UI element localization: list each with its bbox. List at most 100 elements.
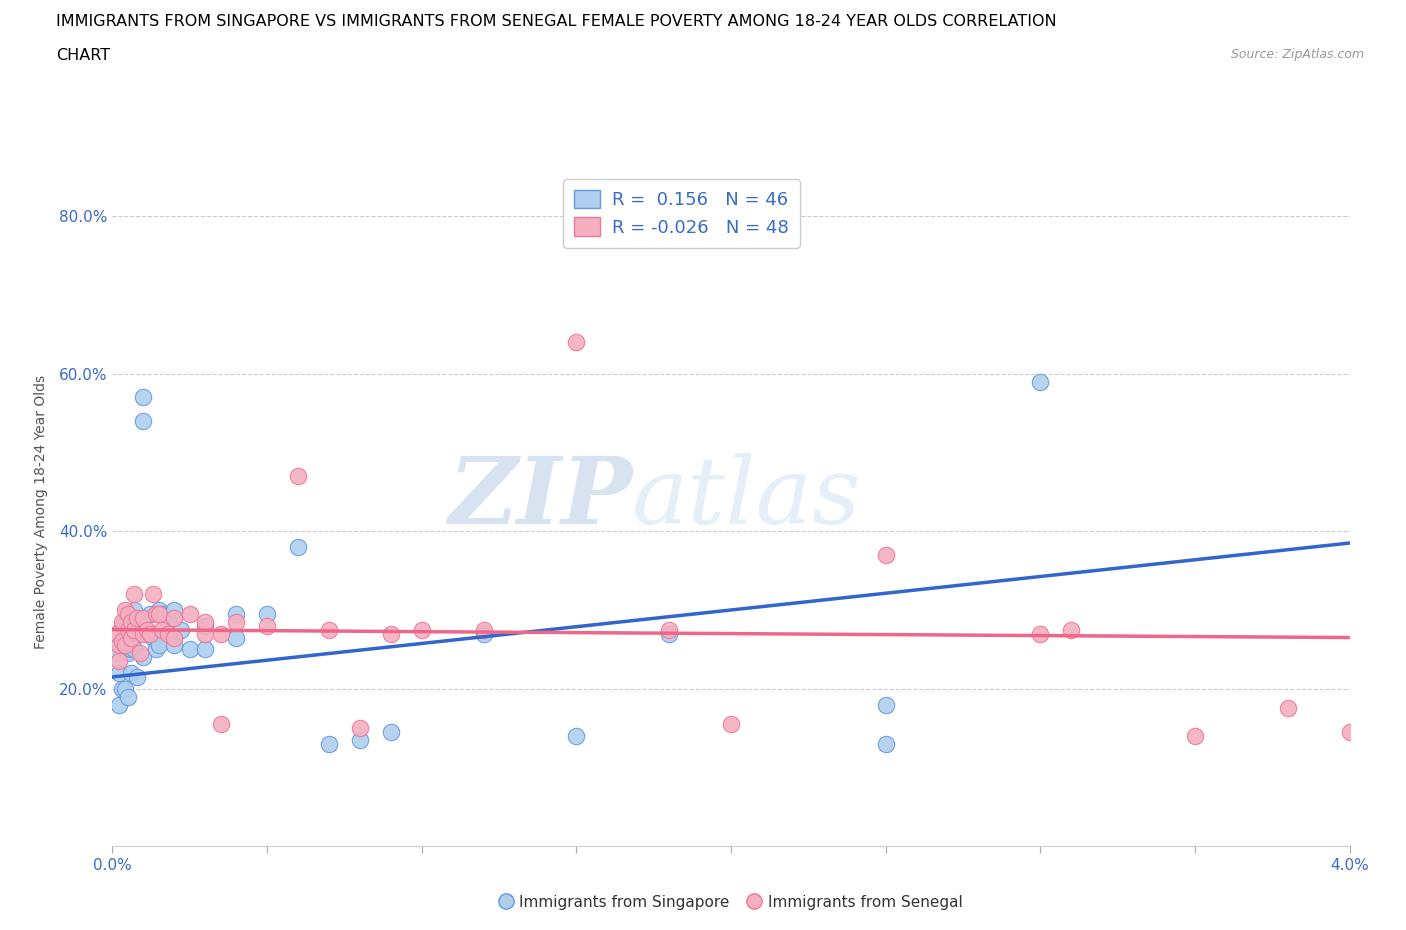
Point — [194, 642, 217, 657]
Point — [107, 698, 129, 712]
Point — [111, 634, 134, 649]
Point — [148, 638, 170, 653]
Point — [179, 606, 201, 621]
Point — [194, 618, 217, 633]
Point — [472, 622, 495, 637]
Point — [209, 717, 232, 732]
Text: Source: ZipAtlas.com: Source: ZipAtlas.com — [1230, 48, 1364, 61]
Point — [287, 469, 309, 484]
Point — [1339, 724, 1361, 739]
Text: CHART: CHART — [56, 48, 110, 63]
Point — [132, 390, 155, 405]
Text: atlas: atlas — [633, 453, 862, 543]
Point — [875, 737, 897, 751]
Point — [565, 335, 588, 350]
Point — [117, 606, 139, 621]
Point — [145, 642, 167, 657]
Point — [157, 626, 180, 641]
Point — [163, 603, 186, 618]
Point — [225, 631, 247, 645]
Point — [318, 622, 340, 637]
Point — [142, 587, 165, 602]
Point — [114, 603, 136, 618]
Point — [1060, 622, 1083, 637]
Point — [120, 631, 142, 645]
Point — [169, 622, 191, 637]
Point — [120, 642, 142, 657]
Point — [104, 626, 127, 641]
Point — [194, 615, 217, 630]
Point — [111, 615, 134, 630]
Legend: Immigrants from Singapore, Immigrants from Senegal: Immigrants from Singapore, Immigrants fr… — [494, 888, 969, 916]
Point — [150, 606, 173, 621]
Point — [104, 645, 127, 660]
Point — [194, 626, 217, 641]
Text: IMMIGRANTS FROM SINGAPORE VS IMMIGRANTS FROM SENEGAL FEMALE POVERTY AMONG 18-24 : IMMIGRANTS FROM SINGAPORE VS IMMIGRANTS … — [56, 14, 1057, 29]
Point — [120, 615, 142, 630]
Point — [875, 698, 897, 712]
Point — [472, 626, 495, 641]
Point — [163, 610, 186, 625]
Point — [163, 638, 186, 653]
Point — [117, 622, 139, 637]
Point — [142, 631, 165, 645]
Point — [148, 603, 170, 618]
Point — [1277, 701, 1299, 716]
Point — [225, 615, 247, 630]
Point — [114, 638, 136, 653]
Point — [145, 606, 167, 621]
Point — [349, 721, 371, 736]
Point — [111, 618, 134, 633]
Point — [287, 539, 309, 554]
Point — [349, 733, 371, 748]
Point — [179, 642, 201, 657]
Point — [256, 606, 278, 621]
Point — [209, 626, 232, 641]
Point — [132, 626, 155, 641]
Point — [132, 650, 155, 665]
Text: ZIP: ZIP — [449, 453, 633, 543]
Point — [107, 654, 129, 669]
Point — [411, 622, 433, 637]
Point — [148, 606, 170, 621]
Point — [111, 682, 134, 697]
Point — [658, 626, 681, 641]
Point — [127, 670, 149, 684]
Point — [380, 724, 402, 739]
Point — [1184, 728, 1206, 743]
Point — [127, 615, 149, 630]
Point — [138, 606, 160, 621]
Point — [132, 414, 155, 429]
Point — [658, 622, 681, 637]
Point — [127, 610, 149, 625]
Point — [565, 728, 588, 743]
Point — [122, 622, 145, 637]
Point — [107, 638, 129, 653]
Point — [120, 666, 142, 681]
Point — [114, 682, 136, 697]
Point — [129, 626, 152, 641]
Point — [135, 626, 157, 641]
Point — [114, 634, 136, 649]
Point — [1029, 626, 1052, 641]
Point — [107, 666, 129, 681]
Point — [138, 626, 160, 641]
Point — [117, 645, 139, 660]
Y-axis label: Female Poverty Among 18-24 Year Olds: Female Poverty Among 18-24 Year Olds — [34, 375, 48, 648]
Point — [122, 587, 145, 602]
Point — [157, 615, 180, 630]
Point — [318, 737, 340, 751]
Point — [117, 689, 139, 704]
Point — [122, 642, 145, 657]
Point — [132, 610, 155, 625]
Point — [720, 717, 742, 732]
Point — [150, 622, 173, 637]
Point — [122, 603, 145, 618]
Point — [380, 626, 402, 641]
Point — [256, 618, 278, 633]
Point — [163, 631, 186, 645]
Point — [225, 606, 247, 621]
Point — [1029, 374, 1052, 389]
Point — [875, 548, 897, 563]
Point — [129, 645, 152, 660]
